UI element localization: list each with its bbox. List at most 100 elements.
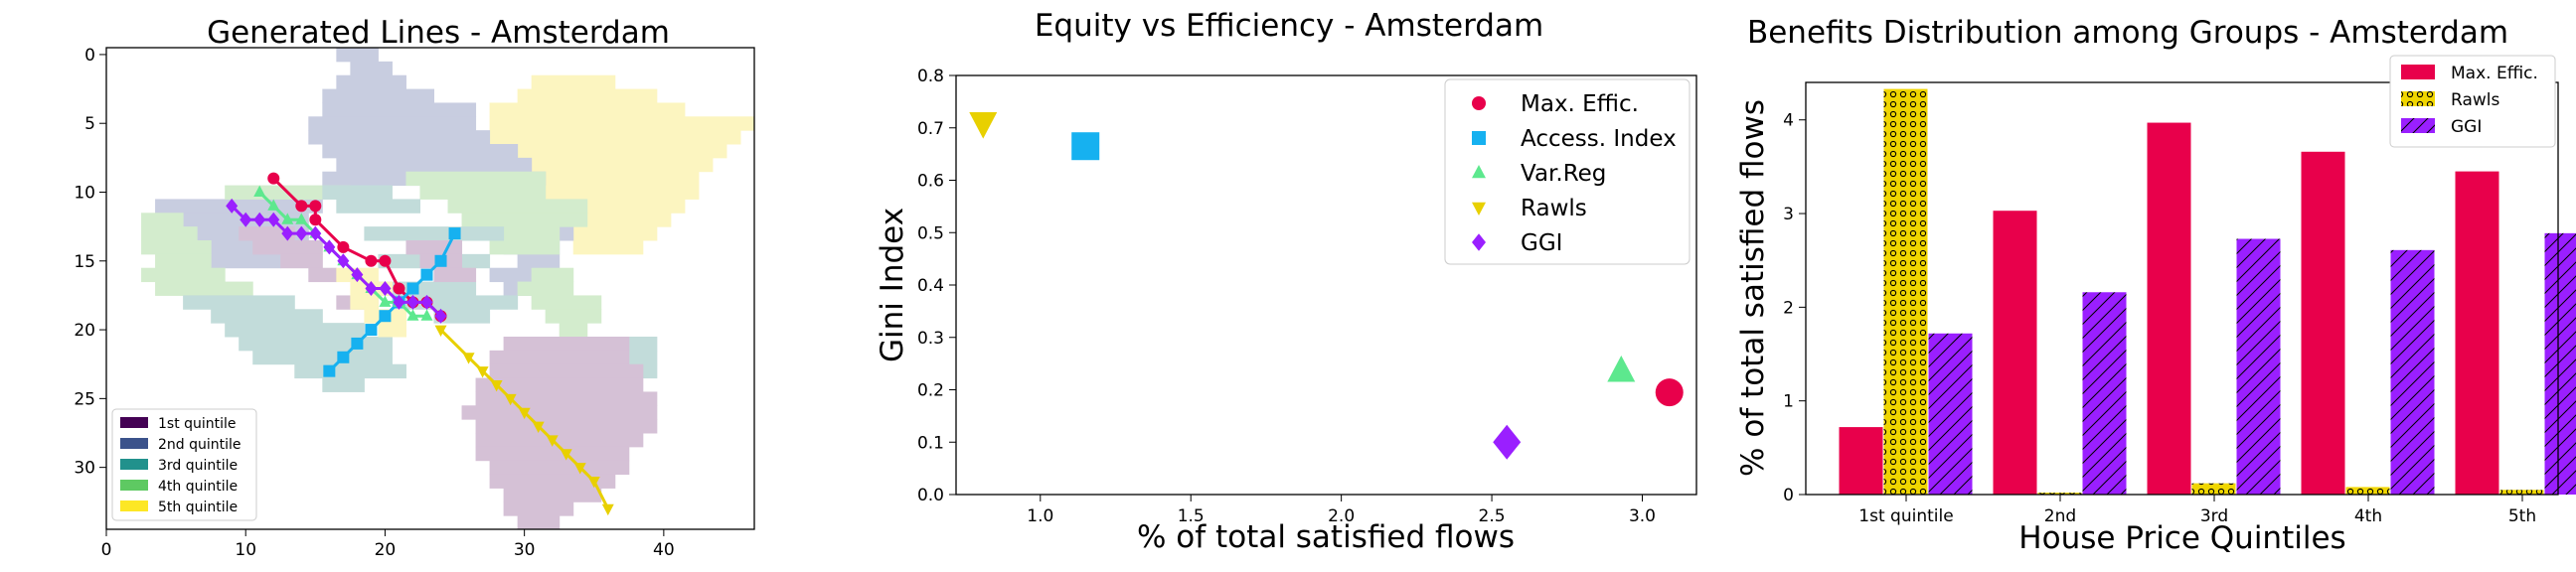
bar <box>2345 487 2390 495</box>
map-axes: 0 10 20 30 40 0 5 10 15 20 25 30 <box>74 46 674 560</box>
map-zone-cell <box>517 281 574 296</box>
map-zone-cell <box>489 363 644 379</box>
bars-xlabel: House Price Quintiles <box>2018 520 2345 556</box>
scatter-legend-items: Max. Effic. Access. Index Var.Reg Rawls GGI <box>1472 91 1677 256</box>
route-line <box>231 205 442 318</box>
generated-lines-map: Generated Lines - Amsterdam 0 10 20 30 40 0 5 1… <box>74 15 755 560</box>
route-marker <box>406 282 419 295</box>
map-zone-cell <box>252 350 393 365</box>
bars-xtick-label: 3rd <box>2200 506 2228 526</box>
route-marker <box>587 477 600 489</box>
map-zone-cell <box>517 88 658 103</box>
bar <box>2544 232 2576 495</box>
equity-efficiency-scatter: Equity vs Efficiency - Amsterdam 1.0 1.5 2… <box>875 8 1697 555</box>
bars-title: Benefits Distribution among Groups - Ams… <box>1747 15 2508 51</box>
map-zone-cell <box>308 116 477 131</box>
map-zone-cell <box>531 295 602 310</box>
map-legend-label: 3rd quintile <box>158 458 238 474</box>
scatter-ytick-label: 0.0 <box>917 486 944 505</box>
scatter-xtick-label: 1.0 <box>1027 506 1053 526</box>
bar <box>2191 483 2236 495</box>
map-zone-cell <box>378 323 406 338</box>
map-zone-cell <box>475 391 658 406</box>
map-zone-cell <box>141 213 184 227</box>
map-zone-cell <box>531 267 574 283</box>
map-zone-cell <box>405 171 547 187</box>
scatter-legend-label: Var.Reg <box>1521 161 1606 187</box>
bar-groups <box>1839 88 2576 496</box>
scatter-legend-label: GGI <box>1521 230 1562 256</box>
route-marker <box>351 337 364 350</box>
map-zone-cell <box>211 309 323 324</box>
map-zone-cell <box>559 323 588 338</box>
scatter-ytick-label: 0.3 <box>917 329 944 349</box>
route-marker <box>323 364 336 377</box>
map-zone-cell <box>141 226 198 241</box>
bars-xtick-label: 5th <box>2508 506 2536 526</box>
map-zone-cell <box>322 377 365 392</box>
route-marker <box>267 172 280 185</box>
map-zone-cell <box>239 337 393 352</box>
map-zone-cell <box>503 488 602 502</box>
route-marker <box>406 309 419 321</box>
bars-legend-items: Max. Effic. Rawls GGI <box>2401 64 2538 137</box>
route-marker <box>337 253 350 269</box>
route-marker <box>253 185 266 197</box>
map-zone-cell <box>489 240 561 255</box>
map-zone-cell <box>559 226 658 241</box>
map-zones <box>141 48 755 530</box>
map-xtick-label: 30 <box>514 540 536 560</box>
scatter-legend-marker <box>1472 202 1486 216</box>
map-route-lines <box>226 172 614 516</box>
map-legend-swatch <box>120 480 148 491</box>
map-zone-cell <box>336 74 406 90</box>
bars-ytick-label: 2 <box>1783 298 1794 318</box>
map-zone-cell <box>461 405 658 420</box>
route-marker <box>476 366 489 378</box>
map-zone-cell <box>378 281 477 296</box>
map-zone-cell <box>628 337 658 352</box>
scatter-ytick-label: 0.6 <box>917 172 944 192</box>
map-zone-cell <box>503 501 574 516</box>
map-frame <box>105 47 755 530</box>
map-zone-cell <box>503 171 700 187</box>
bars-ytick-label: 0 <box>1783 486 1794 505</box>
scatter-legend-marker <box>1472 131 1486 145</box>
map-zone-cell <box>489 144 727 159</box>
map-zone-cell <box>225 323 365 338</box>
route-marker <box>420 309 433 321</box>
map-zone-cell <box>572 240 644 255</box>
map-zone-cell <box>517 515 561 530</box>
map-zone-cell <box>364 226 505 241</box>
route-marker <box>365 254 378 267</box>
bar <box>1883 88 1928 496</box>
bars-xtick-label: 2nd <box>2044 506 2076 526</box>
map-zone-cell <box>141 240 212 255</box>
route-marker <box>281 213 294 224</box>
map-legend: 1st quintile 2nd quintile 3rd quintile 4th … <box>111 408 257 521</box>
bar <box>1993 211 2037 495</box>
route-marker <box>240 212 252 227</box>
scatter-legend-label: Access. Index <box>1521 126 1677 152</box>
route-marker <box>601 503 614 516</box>
bars-legend-label: Max. Effic. <box>2451 64 2538 83</box>
map-zone-cell <box>239 226 295 241</box>
bars-legend-swatch <box>2401 65 2435 79</box>
map-zone-cell <box>280 253 323 269</box>
map-zone-cell <box>308 267 337 283</box>
map-ytick-label: 5 <box>84 114 95 134</box>
bars-xtick-label: 4th <box>2354 506 2382 526</box>
route-marker <box>295 200 308 213</box>
bar <box>2301 151 2345 495</box>
map-zone-cell <box>155 253 212 269</box>
scatter-points <box>969 111 1684 460</box>
bar <box>2499 490 2544 495</box>
route-marker <box>295 225 308 241</box>
scatter-ytick-label: 0.7 <box>917 119 944 139</box>
map-zone-cell <box>433 309 491 324</box>
bars-ytick-label: 4 <box>1783 111 1794 131</box>
map-zone-cell <box>489 102 686 117</box>
map-zone-cell <box>294 363 406 379</box>
scatter-xtick-label: 1.5 <box>1178 506 1205 526</box>
map-legend-swatch <box>120 459 148 470</box>
